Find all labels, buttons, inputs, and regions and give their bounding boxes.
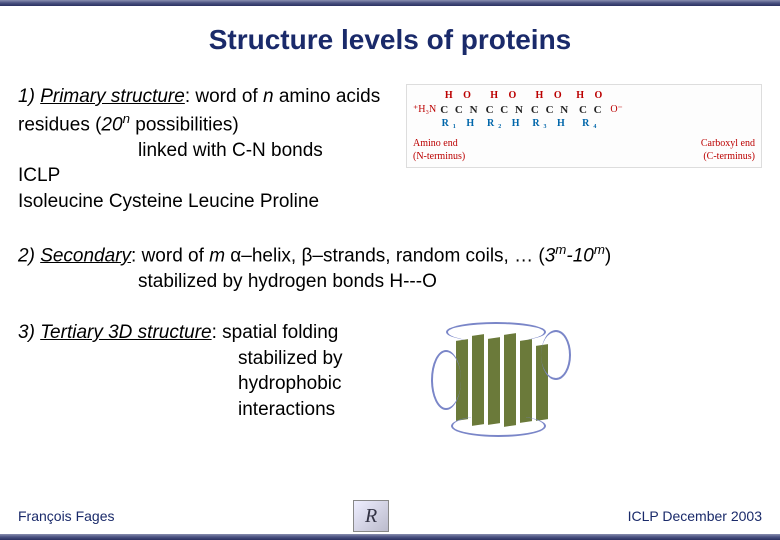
secondary-beta: β–strands, random coils, … ( [301,245,544,266]
primary-poss-exp: n [123,111,130,126]
beta-sheet [472,334,484,426]
coil [541,330,571,380]
c-terminus: O⁻ [610,103,623,117]
residue: H OC C NR₃ H [531,89,570,131]
top-bar [0,0,780,6]
primary-rest1: : word of [185,86,263,107]
section-primary: 1) Primary structure: word of n amino ac… [18,84,762,215]
primary-line2: linked with C-N bonds [18,138,396,164]
secondary-exp1: m [555,242,566,257]
residue: H OC C NR₁ H [440,89,479,131]
coil [431,350,461,410]
primary-row: 1) Primary structure: word of n amino ac… [18,84,762,215]
secondary-alpha: α–helix, [230,245,301,266]
primary-heading: 1) Primary structure: word of n amino ac… [18,84,396,138]
tertiary-structure-image [426,320,576,440]
residue: H OC CR₄ [576,89,606,131]
secondary-close: ) [605,245,611,266]
primary-n: n [263,86,274,107]
section-tertiary: 3) Tertiary 3D structure: spatial foldin… [18,320,762,440]
tertiary-line3: hydrophobic [18,371,418,397]
logo-icon: R [353,500,389,532]
amino-end-label: Amino end (N-terminus) [413,137,465,164]
coil [446,322,546,342]
residue: H OC C NR₂ H [486,89,525,131]
beta-sheet [488,337,500,425]
secondary-heading: 2) Secondary: word of m α–helix, β–stran… [18,241,762,269]
tertiary-line4: interactions [18,397,418,423]
ribbon-diagram [426,320,576,440]
primary-rest3: possibilities) [130,114,239,135]
primary-text: 1) Primary structure: word of n amino ac… [18,84,396,215]
peptide-diagram: ⁺H₃N H OC C NR₁ HH OC C NR₂ HH OC C NR₃ … [406,84,762,168]
slide-body: 1) Primary structure: word of n amino ac… [0,84,780,440]
beta-sheet [520,339,532,423]
chem-labels: Amino end (N-terminus) Carboxyl end (C-t… [413,137,755,164]
secondary-rest: : word of [131,245,209,266]
primary-line3: ICLP [18,163,396,189]
primary-line4: Isoleucine Cysteine Leucine Proline [18,189,396,215]
residue-list: H OC C NR₁ HH OC C NR₂ HH OC C NR₃ HH OC… [440,89,606,131]
coil [451,415,546,437]
secondary-m: m [209,245,225,266]
footer-author: François Fages [18,508,114,524]
page-title: Structure levels of proteins [0,24,780,56]
tertiary-line2: stabilized by [18,346,418,372]
secondary-dash: -10 [566,245,593,266]
bottom-bar [0,534,780,540]
section-secondary: 2) Secondary: word of m α–helix, β–stran… [18,241,762,295]
footer-event: ICLP December 2003 [628,508,762,524]
peptide-chain: ⁺H₃N H OC C NR₁ HH OC C NR₂ HH OC C NR₃ … [413,89,755,131]
secondary-exp2: m [594,242,605,257]
tertiary-text: 3) Tertiary 3D structure: spatial foldin… [18,320,418,423]
primary-term: Primary structure [40,86,185,107]
footer: François Fages R ICLP December 2003 [0,500,780,532]
primary-poss-base: 20 [101,114,122,135]
tertiary-prefix: 3) [18,322,40,343]
secondary-term: Secondary [40,245,131,266]
tertiary-term: Tertiary 3D structure [40,322,211,343]
beta-sheet [504,333,516,427]
secondary-base1: 3 [545,245,556,266]
primary-prefix: 1) [18,86,40,107]
secondary-prefix: 2) [18,245,40,266]
carboxyl-end-label: Carboxyl end (C-terminus) [701,137,755,164]
secondary-line2: stabilized by hydrogen bonds H---O [18,269,762,295]
tertiary-rest: : spatial folding [212,322,339,343]
tertiary-heading: 3) Tertiary 3D structure: spatial foldin… [18,320,418,346]
n-terminus: ⁺H₃N [413,103,436,117]
